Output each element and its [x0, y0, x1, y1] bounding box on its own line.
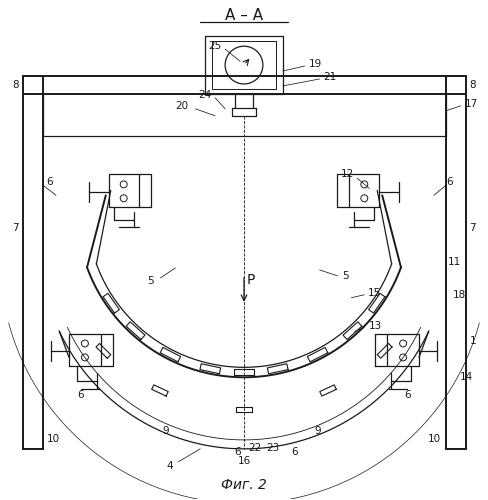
Text: 4: 4 [166, 461, 173, 471]
Text: 16: 16 [237, 456, 250, 466]
Text: 10: 10 [46, 434, 60, 444]
Text: А – А: А – А [224, 8, 263, 23]
Text: 8: 8 [468, 80, 475, 90]
Text: 17: 17 [464, 99, 477, 109]
Text: 7: 7 [12, 223, 19, 233]
Text: Фиг. 2: Фиг. 2 [221, 478, 266, 492]
Text: 15: 15 [367, 288, 381, 298]
Text: 12: 12 [341, 170, 354, 179]
Text: 9: 9 [314, 426, 320, 436]
Text: 5: 5 [146, 276, 153, 286]
Text: 11: 11 [447, 257, 461, 267]
Text: 24: 24 [198, 90, 211, 100]
Text: 14: 14 [459, 372, 472, 382]
Text: 6: 6 [78, 390, 84, 400]
Text: 6: 6 [446, 178, 452, 188]
Text: 7: 7 [468, 223, 475, 233]
Text: 9: 9 [162, 426, 168, 436]
Text: 6: 6 [403, 390, 409, 400]
Text: 6: 6 [46, 178, 52, 188]
Text: 21: 21 [323, 72, 336, 82]
Text: 10: 10 [427, 434, 440, 444]
Text: 20: 20 [175, 101, 188, 111]
Text: 22: 22 [248, 443, 261, 453]
Text: 6: 6 [234, 447, 241, 457]
Text: 23: 23 [265, 443, 279, 453]
Text: 1: 1 [468, 336, 475, 346]
Text: 6: 6 [291, 447, 297, 457]
Text: 8: 8 [12, 80, 19, 90]
Text: 5: 5 [342, 271, 348, 281]
Text: P: P [246, 273, 255, 287]
Text: 13: 13 [368, 320, 382, 330]
Text: 19: 19 [308, 59, 321, 69]
Text: 25: 25 [207, 41, 221, 51]
Text: 18: 18 [452, 290, 466, 300]
